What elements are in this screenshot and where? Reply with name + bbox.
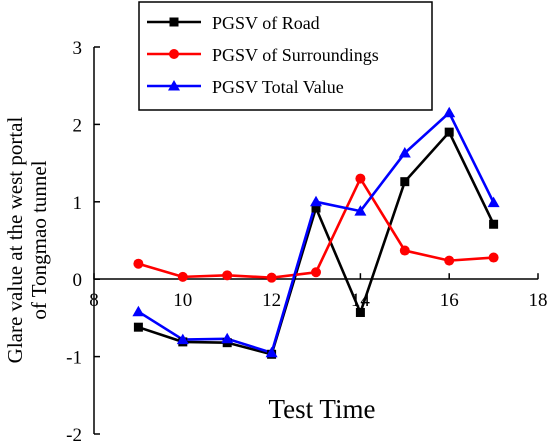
series-line-0 — [137, 129, 495, 356]
series-1-point-12 — [266, 272, 277, 283]
y-axis-title-line-2: of Tongmao tunnel — [27, 160, 51, 319]
series-2-point-9 — [132, 305, 145, 317]
series-2-point-16 — [443, 106, 456, 118]
x-tick-label-12: 12 — [262, 290, 281, 311]
series-1-point-13 — [311, 267, 321, 278]
series-0-point-13 — [311, 203, 321, 213]
legend-label-2: PGSV Total Value — [212, 77, 344, 97]
x-axis-title: Test Time — [269, 394, 376, 424]
series-lines — [137, 110, 495, 356]
x-tick-label-18: 18 — [529, 290, 548, 311]
series-2-point-13 — [310, 195, 322, 207]
series-2-point-15 — [398, 147, 411, 158]
series-2-point-12 — [265, 346, 278, 358]
legend-marker-1 — [169, 49, 179, 59]
legend-label-1: PGSV of Surroundings — [212, 45, 379, 65]
series-2-point-10 — [176, 333, 189, 345]
legend-entries: PGSV of Road PGSV of Surroundings PGSV Tot… — [147, 13, 379, 97]
x-tick-label-16: 16 — [440, 290, 459, 311]
legend-marker-0 — [169, 17, 179, 27]
legend-marker-2 — [168, 80, 180, 91]
series-0-point-17 — [489, 219, 499, 229]
y-tick-label--1: -1 — [66, 348, 82, 369]
series-line-2 — [137, 110, 495, 355]
y-tick-label-3: 3 — [73, 38, 83, 59]
y-axis-title-line-1: Glare value at the west portal — [3, 117, 27, 364]
y-tick-label--2: -2 — [66, 425, 82, 446]
series-0-point-16 — [444, 127, 454, 137]
series-2-point-17 — [487, 196, 500, 208]
x-tick-label-10: 10 — [173, 290, 192, 311]
y-tick-label-1: 1 — [73, 193, 83, 214]
legend-label-0: PGSV of Road — [212, 13, 320, 33]
series-0-point-14 — [355, 307, 365, 317]
y-axis-title: Glare value at the west portal of Tongma… — [3, 117, 51, 364]
legend: PGSV of Road PGSV of Surroundings PGSV Tot… — [138, 1, 433, 111]
series-2-point-11 — [221, 332, 234, 344]
series-0-point-9 — [133, 322, 143, 332]
series-1-point-17 — [488, 252, 499, 263]
legend-box — [138, 1, 433, 111]
series-1-point-10 — [177, 271, 188, 282]
series-0-point-15 — [400, 177, 410, 187]
series-1-point-14 — [355, 173, 366, 184]
x-tick-label-8: 8 — [89, 290, 99, 311]
series-markers — [132, 106, 500, 359]
series-2-point-14 — [354, 205, 367, 216]
y-tick-label-2: 2 — [73, 115, 83, 136]
y-tick-label-0: 0 — [73, 270, 83, 291]
series-1-point-9 — [133, 258, 144, 269]
series-1-point-11 — [222, 270, 233, 281]
series-1-point-16 — [444, 255, 455, 266]
series-line-1 — [138, 175, 494, 279]
series-1-point-15 — [399, 245, 410, 256]
plot-frame — [93, 47, 538, 434]
